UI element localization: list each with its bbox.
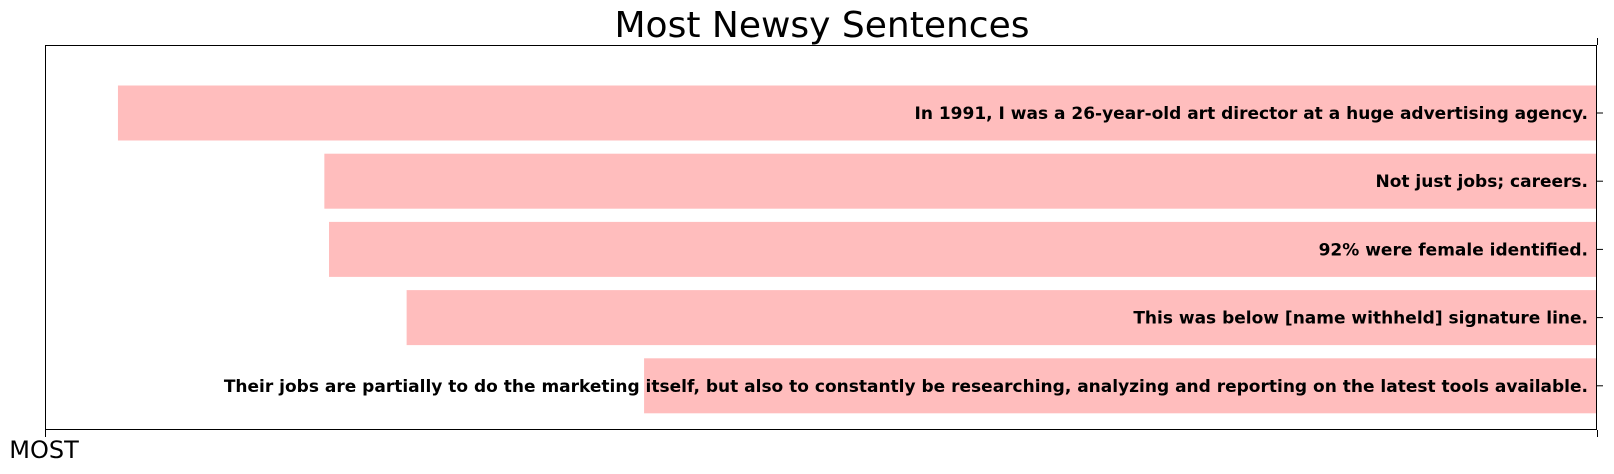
bar-label: 92% were female identified. (1319, 240, 1588, 260)
bar (117, 85, 1598, 141)
bar (324, 153, 1597, 209)
bar (406, 290, 1598, 346)
chart-title: Most Newsy Sentences (614, 5, 1029, 46)
bar-label: This was below [name withheld] signature… (1133, 309, 1588, 329)
bar-labels-layer: In 1991, I was a 26-year-old art directo… (224, 104, 1588, 397)
bars-layer (117, 85, 1598, 414)
ticks-layer (45, 38, 1603, 437)
bar (644, 358, 1597, 414)
bar-label: Not just jobs; careers. (1375, 172, 1588, 192)
bar (329, 221, 1597, 277)
bar-label: Their jobs are partially to do the marke… (224, 377, 1588, 397)
plot-area-frame (45, 45, 1597, 430)
bar-label: In 1991, I was a 26-year-old art directo… (915, 104, 1589, 124)
x-start-label: MOST (9, 436, 79, 464)
